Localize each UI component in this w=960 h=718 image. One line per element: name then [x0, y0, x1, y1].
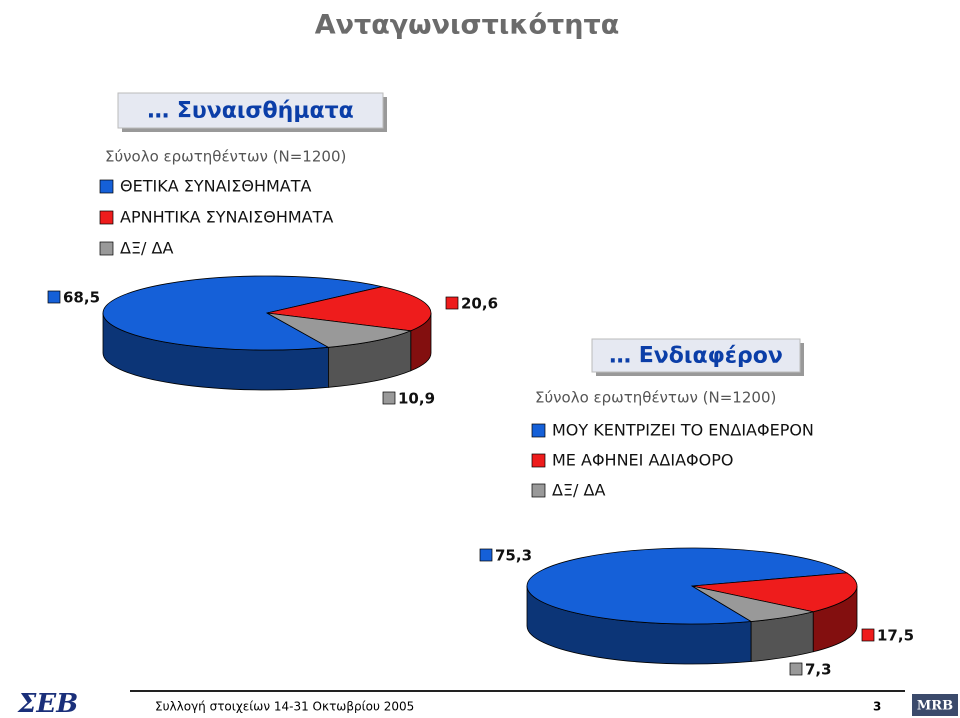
legend-swatch: [99, 210, 114, 225]
slide-title: Ανταγωνιστικότητα: [315, 10, 620, 41]
value-label-swatch: [382, 391, 396, 405]
value-label-swatch: [861, 628, 875, 642]
legend-swatch: [531, 483, 546, 498]
value-label-swatch: [479, 548, 493, 562]
legend-label: ΑΡΝΗΤΙΚΑ ΣΥΝΑΙΣΘΗΜΑΤΑ: [120, 208, 333, 227]
legend-label: ΜΕ ΑΦΗΝΕΙ ΑΔΙΑΦΟΡΟ: [552, 451, 733, 470]
value-label-swatch: [47, 290, 61, 304]
slice: [691, 572, 858, 613]
legend-label: ΔΞ/ ΔΑ: [120, 239, 173, 258]
page-number: 3: [873, 700, 881, 714]
legend-swatch: [531, 453, 546, 468]
value-label: 7,3: [805, 661, 832, 679]
slice: [102, 275, 383, 351]
title-box: [591, 338, 801, 373]
chart-subtitle: Σύνολο ερωτηθέντων (N=1200): [105, 148, 346, 166]
value-label: 20,6: [461, 295, 498, 313]
value-label: 68,5: [63, 289, 100, 307]
slice: [691, 585, 814, 622]
legend-label: ΘΕΤΙΚΑ ΣΥΝΑΙΣΘΗΜΑΤΑ: [120, 177, 311, 196]
slice: [266, 286, 432, 332]
logo-right-box: [912, 694, 958, 716]
slice: [266, 312, 413, 348]
legend-label: ΔΞ/ ΔΑ: [552, 481, 605, 500]
value-label-swatch: [445, 296, 459, 310]
value-label: 17,5: [877, 627, 914, 645]
chart-title: … Ενδιαφέρον: [609, 344, 783, 369]
legend-label: ΜΟΥ ΚΕΝΤΡΙΖΕΙ ΤΟ ΕΝΔΙΑΦΕΡΟΝ: [552, 421, 814, 440]
title-box: [117, 92, 384, 129]
value-label: 10,9: [398, 390, 435, 408]
legend-swatch: [531, 423, 546, 438]
logo-left: ΣΕΒ: [17, 689, 78, 718]
slice: [526, 547, 849, 625]
logo-right: MRB: [917, 699, 953, 714]
footer-text: Συλλογή στοιχείων 14-31 Οκτωβρίου 2005: [155, 700, 414, 714]
value-label: 75,3: [495, 547, 532, 565]
value-label-swatch: [789, 662, 803, 676]
legend-swatch: [99, 179, 114, 194]
chart-title: … Συναισθήματα: [147, 99, 354, 124]
chart-subtitle: Σύνολο ερωτηθέντων (N=1200): [535, 389, 776, 407]
legend-swatch: [99, 241, 114, 256]
